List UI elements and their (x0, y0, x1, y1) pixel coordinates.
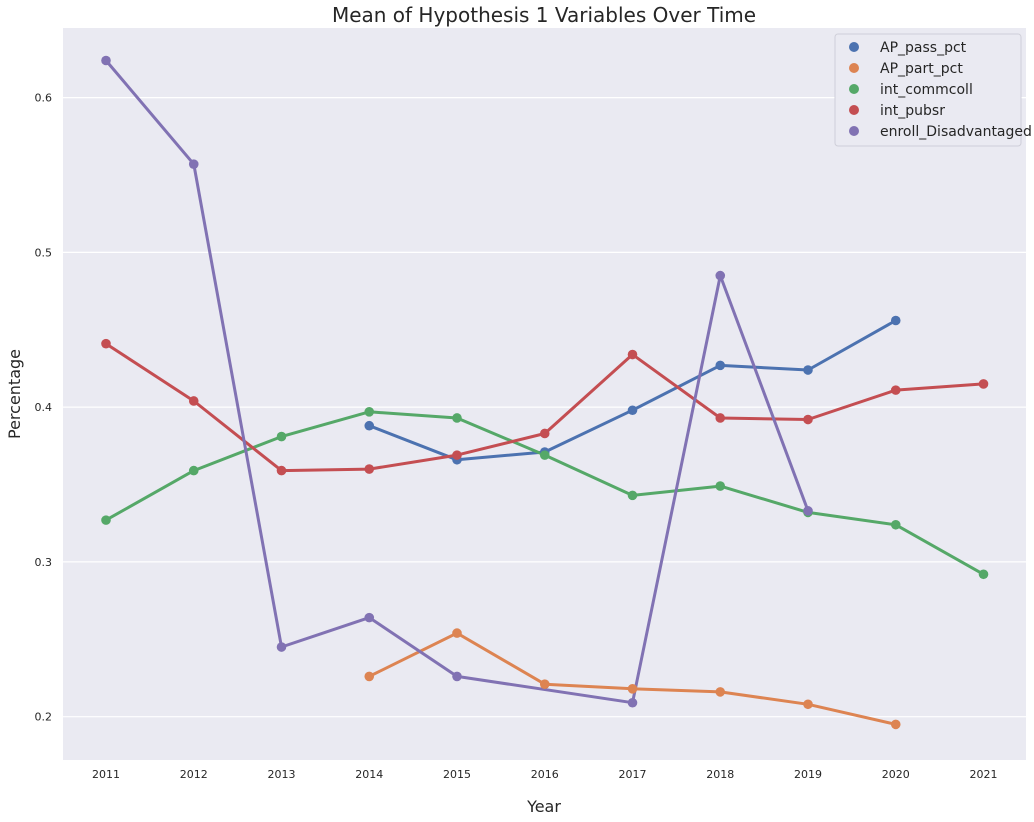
x-tick-label: 2012 (180, 768, 208, 781)
data-point-enroll_Disadvantaged (364, 612, 375, 623)
data-point-int_pubsr (452, 450, 462, 460)
data-point-AP_pass_pct (890, 315, 901, 326)
y-tick-labels: 0.2 0.3 0.4 0.5 0.6 (35, 92, 53, 724)
data-point-AP_part_pct (364, 671, 375, 682)
data-point-enroll_Disadvantaged (276, 642, 287, 652)
x-tick-label: 2014 (355, 768, 383, 781)
data-point-enroll_Disadvantaged (715, 270, 726, 281)
x-tick-label: 2018 (706, 768, 734, 781)
data-point-AP_pass_pct (364, 420, 375, 431)
series-line-enroll_Disadvantaged (104, 59, 810, 705)
legend: AP_pass_pct AP_part_pct int_commcoll int_pu… (834, 33, 1032, 147)
data-point-enroll_Disadvantaged (803, 506, 813, 516)
data-point-AP_pass_pct (803, 365, 813, 375)
data-point-int_commcoll (276, 431, 287, 442)
data-point-int_pubsr (101, 338, 111, 349)
legend-marker-AP_pass_pct (849, 42, 859, 52)
data-point-int_pubsr (890, 385, 901, 395)
y-tick-label: 0.2 (35, 711, 53, 724)
data-point-int_pubsr (803, 414, 813, 425)
data-point-AP_pass_pct (627, 405, 638, 416)
data-point-enroll_Disadvantaged (452, 671, 462, 682)
data-point-AP_part_pct (539, 679, 550, 689)
legend-marker-enroll_Disadvantaged (849, 126, 859, 136)
x-tick-labels: 2011 2012 2013 2014 2015 2016 2017 2018 2019 2020… (92, 768, 998, 781)
data-point-int_commcoll (101, 515, 111, 525)
y-tick-label: 0.5 (35, 246, 53, 259)
x-tick-label: 2013 (268, 768, 296, 781)
x-tick-label: 2016 (531, 768, 559, 781)
data-point-enroll_Disadvantaged (188, 159, 199, 169)
series-points (101, 55, 989, 730)
data-point-int_commcoll (715, 481, 726, 491)
data-point-int_pubsr (364, 464, 375, 474)
legend-marker-int_commcoll (849, 84, 859, 94)
data-point-AP_part_pct (452, 628, 462, 638)
legend-label-AP_part_pct: AP_part_pct (880, 61, 963, 77)
data-point-AP_part_pct (803, 699, 813, 710)
data-point-int_commcoll (978, 569, 989, 580)
legend-marker-int_pubsr (849, 105, 859, 115)
data-point-int_commcoll (188, 465, 199, 476)
data-point-int_commcoll (539, 450, 550, 460)
plot-area (63, 28, 1026, 760)
data-point-AP_part_pct (890, 719, 901, 730)
data-point-enroll_Disadvantaged (101, 55, 111, 66)
legend-label-enroll_Disadvantaged: enroll_Disadvantaged (880, 124, 1032, 140)
data-point-int_commcoll (627, 490, 638, 501)
data-point-int_pubsr (539, 428, 550, 439)
y-axis-label: Percentage (5, 349, 24, 439)
data-point-int_pubsr (276, 465, 287, 476)
data-point-int_commcoll (452, 413, 462, 423)
data-point-int_commcoll (364, 406, 375, 417)
y-tick-label: 0.6 (35, 92, 53, 105)
x-tick-label: 2020 (882, 768, 910, 781)
x-tick-label: 2019 (794, 768, 822, 781)
data-point-int_pubsr (715, 413, 726, 423)
data-point-int_commcoll (890, 519, 901, 530)
data-point-int_pubsr (188, 396, 199, 406)
x-axis-label: Year (526, 797, 561, 816)
legend-label-AP_pass_pct: AP_pass_pct (880, 40, 967, 56)
x-tick-label: 2017 (619, 768, 647, 781)
y-tick-label: 0.4 (35, 401, 53, 414)
data-point-AP_part_pct (715, 687, 726, 697)
legend-box (834, 33, 1022, 147)
y-tick-label: 0.3 (35, 556, 53, 569)
data-point-int_pubsr (978, 379, 989, 389)
legend-label-int_commcoll: int_commcoll (880, 82, 973, 98)
x-tick-label: 2021 (970, 768, 998, 781)
chart-title: Mean of Hypothesis 1 Variables Over Time (332, 3, 756, 27)
legend-marker-AP_part_pct (849, 63, 859, 73)
data-point-int_pubsr (627, 349, 638, 360)
x-tick-label: 2011 (92, 768, 120, 781)
legend-label-int_pubsr: int_pubsr (880, 103, 945, 119)
data-point-AP_pass_pct (715, 360, 726, 371)
data-point-AP_part_pct (627, 684, 638, 694)
data-point-enroll_Disadvantaged (627, 697, 638, 708)
x-tick-label: 2015 (443, 768, 471, 781)
